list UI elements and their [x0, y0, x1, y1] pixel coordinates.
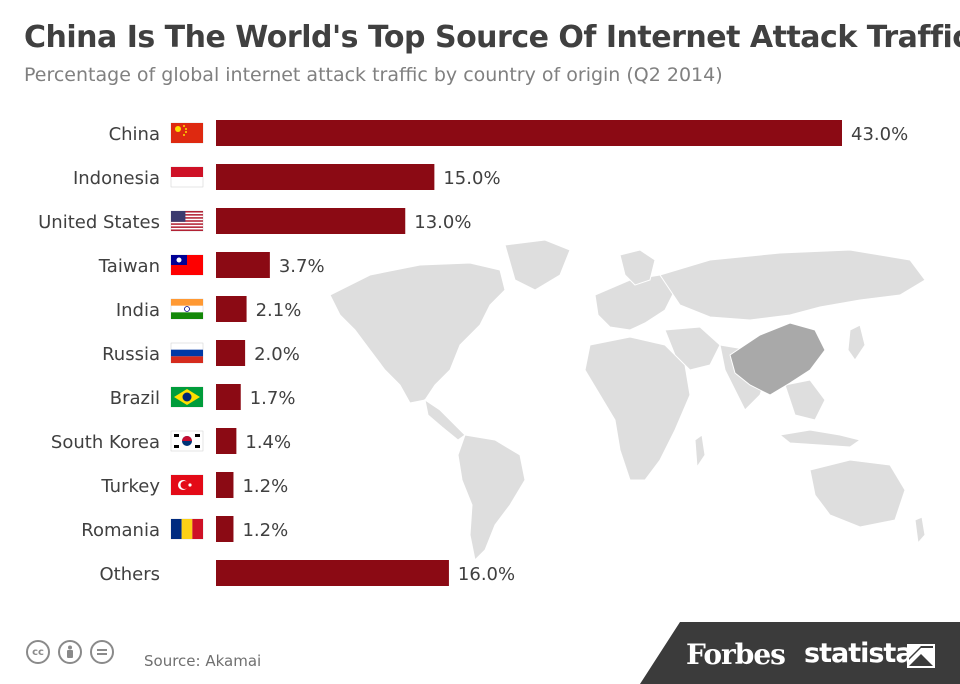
bar-others	[216, 560, 449, 586]
russia-shape	[659, 249, 926, 321]
chart-subtitle: Percentage of global internet attack tra…	[24, 64, 723, 86]
category-label-others: Others	[100, 564, 161, 585]
south-america-shape	[457, 434, 526, 562]
madagascar-shape	[694, 434, 706, 469]
taiwan-flag-icon	[170, 254, 204, 276]
brand-band	[640, 622, 960, 684]
bar-south-korea	[216, 428, 237, 454]
africa-shape	[584, 336, 691, 481]
bar-turkey	[216, 472, 234, 498]
value-label-others: 16.0%	[458, 564, 515, 585]
middle-east-shape	[664, 326, 721, 371]
scandinavia-shape	[619, 249, 656, 286]
attribution-icon[interactable]	[58, 640, 82, 664]
china-highlight-shape	[729, 322, 826, 396]
category-label-russia: Russia	[102, 344, 160, 365]
value-label-indonesia: 15.0%	[443, 168, 500, 189]
japan-shape	[847, 324, 866, 361]
value-label-india: 2.1%	[256, 300, 302, 321]
china-flag-icon	[170, 122, 204, 144]
category-label-south-korea: South Korea	[51, 432, 160, 453]
chart-title: China Is The World's Top Source Of Inter…	[24, 20, 960, 55]
statista-logo[interactable]: statista	[804, 638, 914, 669]
license-icons: cc	[26, 640, 114, 664]
bar-romania	[216, 516, 234, 542]
russia-flag-icon	[170, 342, 204, 364]
bar-india	[216, 296, 247, 322]
southeast-asia-shape	[784, 379, 826, 421]
category-label-india: India	[116, 300, 160, 321]
india-flag-icon	[170, 298, 204, 320]
bar-chart: China 43.0% Indonesia 15.0% United States 13.…	[38, 120, 908, 586]
bar-taiwan	[216, 252, 270, 278]
north-america-shape	[330, 262, 506, 404]
greenland-shape	[504, 239, 571, 291]
bar-brazil	[216, 384, 241, 410]
creative-commons-icon[interactable]: cc	[26, 640, 50, 664]
turkey-flag-icon	[170, 474, 204, 496]
bar-russia	[216, 340, 246, 366]
no-derivatives-icon[interactable]	[90, 640, 114, 664]
south-korea-flag-icon	[170, 430, 204, 452]
value-label-turkey: 1.2%	[242, 476, 288, 497]
statista-mark-icon	[907, 644, 935, 668]
value-label-russia: 2.0%	[254, 344, 300, 365]
value-label-taiwan: 3.7%	[279, 256, 325, 277]
new-zealand-shape	[914, 516, 926, 545]
united-states-flag-icon	[170, 210, 204, 232]
bar-indonesia	[216, 164, 435, 190]
bar-united-states	[216, 208, 406, 234]
indonesia-flag-icon	[170, 166, 204, 188]
value-label-united-states: 13.0%	[414, 212, 471, 233]
australia-shape	[809, 459, 906, 528]
category-label-united-states: United States	[38, 212, 160, 233]
category-label-turkey: Turkey	[100, 476, 160, 497]
central-america-shape	[424, 398, 466, 441]
brazil-flag-icon	[170, 386, 204, 408]
indonesia-shape	[778, 429, 862, 448]
value-label-south-korea: 1.4%	[245, 432, 291, 453]
category-label-brazil: Brazil	[110, 388, 160, 409]
value-label-china: 43.0%	[851, 124, 908, 145]
value-label-romania: 1.2%	[242, 520, 288, 541]
category-label-romania: Romania	[81, 520, 160, 541]
category-label-taiwan: Taiwan	[98, 256, 160, 277]
category-label-china: China	[109, 124, 160, 145]
bar-china	[216, 120, 842, 146]
world-map-illustration	[330, 239, 926, 562]
value-label-brazil: 1.7%	[250, 388, 296, 409]
category-label-indonesia: Indonesia	[73, 168, 160, 189]
forbes-logo[interactable]: Forbes	[686, 638, 786, 671]
source-note: Source: Akamai	[144, 652, 262, 670]
romania-flag-icon	[170, 518, 204, 540]
